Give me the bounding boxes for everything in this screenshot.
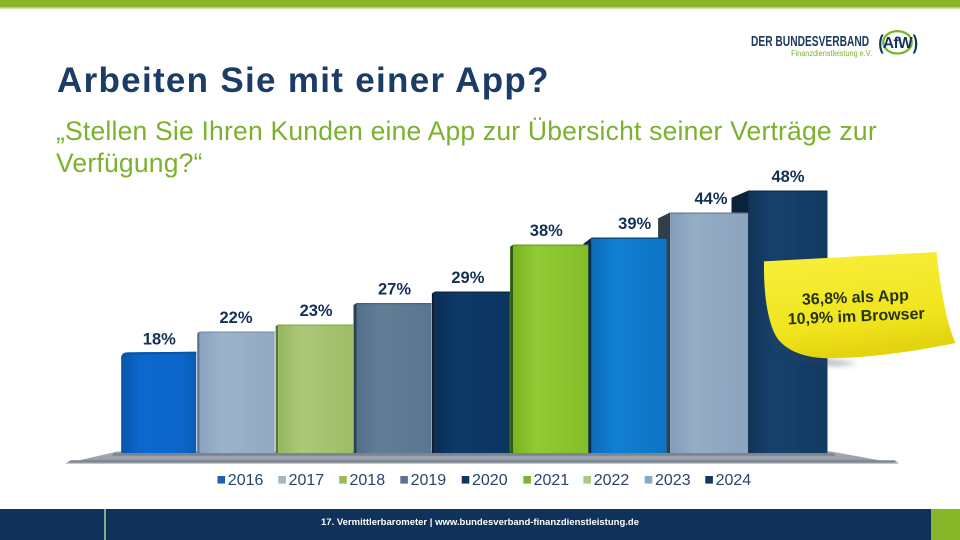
svg-text:2022: 2022	[594, 472, 630, 489]
svg-text:29%: 29%	[451, 269, 484, 287]
svg-text:(: (	[878, 31, 884, 54]
svg-text:23%: 23%	[300, 302, 333, 320]
svg-text:18%: 18%	[143, 330, 176, 348]
svg-text:48%: 48%	[771, 168, 804, 186]
svg-text:22%: 22%	[219, 309, 252, 327]
svg-text:10,9% im Browser: 10,9% im Browser	[787, 306, 925, 329]
svg-text:2019: 2019	[411, 472, 447, 489]
svg-text:44%: 44%	[694, 190, 727, 208]
svg-text:2018: 2018	[350, 472, 386, 489]
svg-text:27%: 27%	[378, 280, 411, 298]
svg-text:): )	[913, 31, 918, 54]
svg-text:2024: 2024	[716, 472, 752, 489]
svg-text:AfW: AfW	[883, 35, 913, 52]
svg-text:2016: 2016	[228, 472, 264, 489]
svg-text:2023: 2023	[655, 472, 691, 489]
svg-text:36,8% als App: 36,8% als App	[802, 287, 910, 308]
svg-text:2021: 2021	[534, 472, 570, 489]
svg-text:2020: 2020	[472, 472, 508, 489]
svg-text:39%: 39%	[618, 215, 651, 233]
svg-text:38%: 38%	[530, 222, 563, 240]
svg-text:2017: 2017	[289, 472, 325, 489]
